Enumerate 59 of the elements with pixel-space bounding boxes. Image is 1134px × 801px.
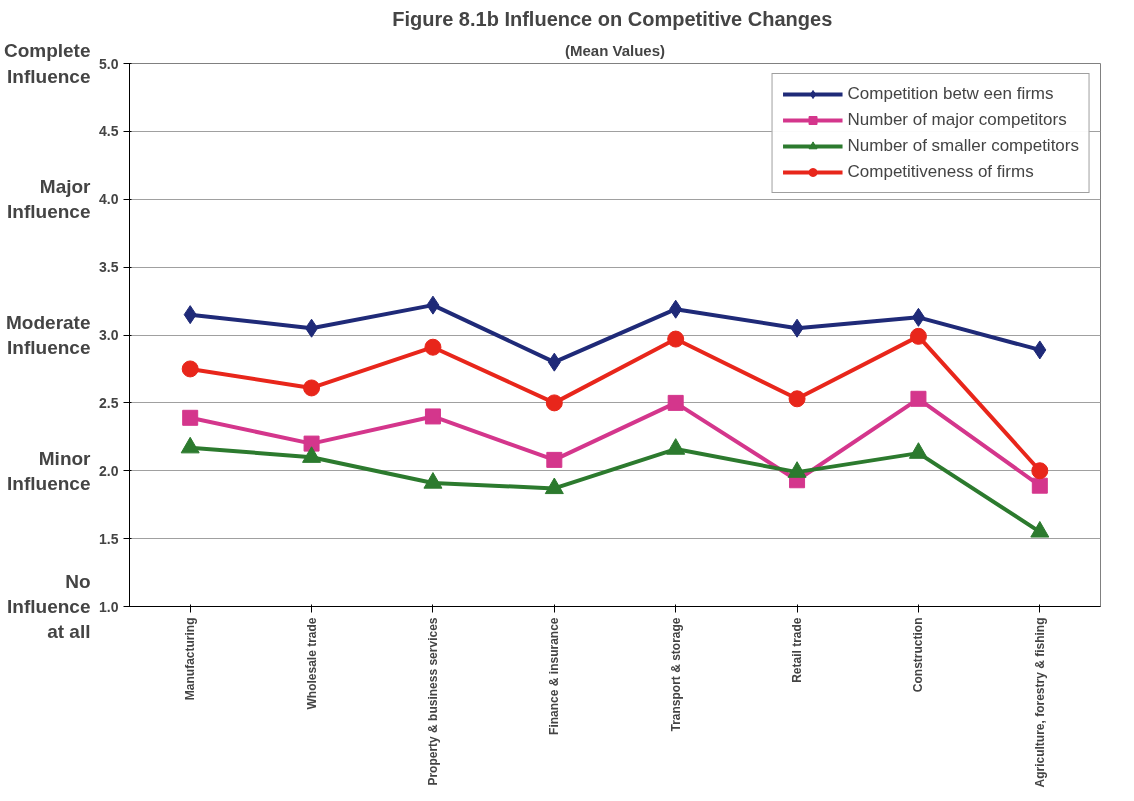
x-tick-label: Finance & insurance (547, 617, 562, 735)
point (305, 318, 319, 338)
point (787, 461, 807, 478)
point (669, 299, 683, 319)
x-tick-label: Wholesale trade (304, 617, 319, 710)
point (790, 318, 804, 338)
x-tick-label: Retail trade (790, 617, 805, 683)
point (908, 442, 928, 459)
point (911, 307, 925, 327)
text: No Influence at all (7, 570, 91, 643)
text: Moderate Influence (6, 311, 91, 359)
point (546, 451, 563, 468)
x-tick-label: Transport & storage (668, 617, 683, 732)
legend-label: Competition betw een firms (847, 84, 1054, 104)
point (909, 327, 927, 345)
y-tick-label: 1.0 (99, 598, 119, 615)
y-tick-label: 4.5 (99, 123, 119, 140)
point (545, 394, 563, 412)
point (424, 338, 442, 356)
point (547, 352, 561, 372)
point (424, 408, 441, 425)
point (302, 446, 322, 463)
x-tick-label: Agriculture, forestry & fishing (1032, 617, 1047, 788)
point (180, 436, 200, 454)
text: Minor Influence (7, 447, 92, 494)
point (181, 360, 199, 378)
point (1030, 520, 1050, 538)
point (303, 379, 321, 397)
point (788, 390, 806, 408)
text: Major Influence (7, 176, 92, 223)
point (1031, 462, 1049, 480)
y-tick-label: 2.0 (99, 462, 119, 479)
y-tick-label: 3.5 (99, 259, 119, 276)
legend-label: Number of smaller competitors (847, 136, 1079, 156)
legend-label: Competitiveness of firms (847, 162, 1034, 182)
legend-label: Number of major competitors (847, 110, 1067, 130)
y-tick-label: 5.0 (99, 55, 119, 72)
chart-title: Figure 8.1b Influence on Competitive Changes (392, 7, 833, 30)
point (423, 472, 443, 489)
point (667, 394, 684, 411)
point (1033, 340, 1047, 360)
point (910, 390, 927, 407)
x-tick-label: Manufacturing (183, 617, 198, 701)
point (667, 330, 685, 348)
point (426, 295, 440, 315)
point (183, 305, 197, 325)
y-tick-label: 4.0 (99, 191, 119, 208)
point (182, 409, 199, 426)
x-tick-label: Property & business services (425, 617, 440, 786)
x-tick-label: Construction (911, 617, 926, 693)
chart-subtitle: (Mean Values) (564, 41, 666, 59)
point (666, 438, 686, 455)
text: Complete Influence (3, 40, 91, 87)
y-tick-label: 3.0 (99, 327, 119, 343)
point (1031, 477, 1048, 494)
point (303, 435, 320, 452)
point (544, 477, 564, 495)
y-tick-label: 2.5 (99, 394, 119, 411)
y-tick-label: 1.5 (99, 530, 119, 547)
